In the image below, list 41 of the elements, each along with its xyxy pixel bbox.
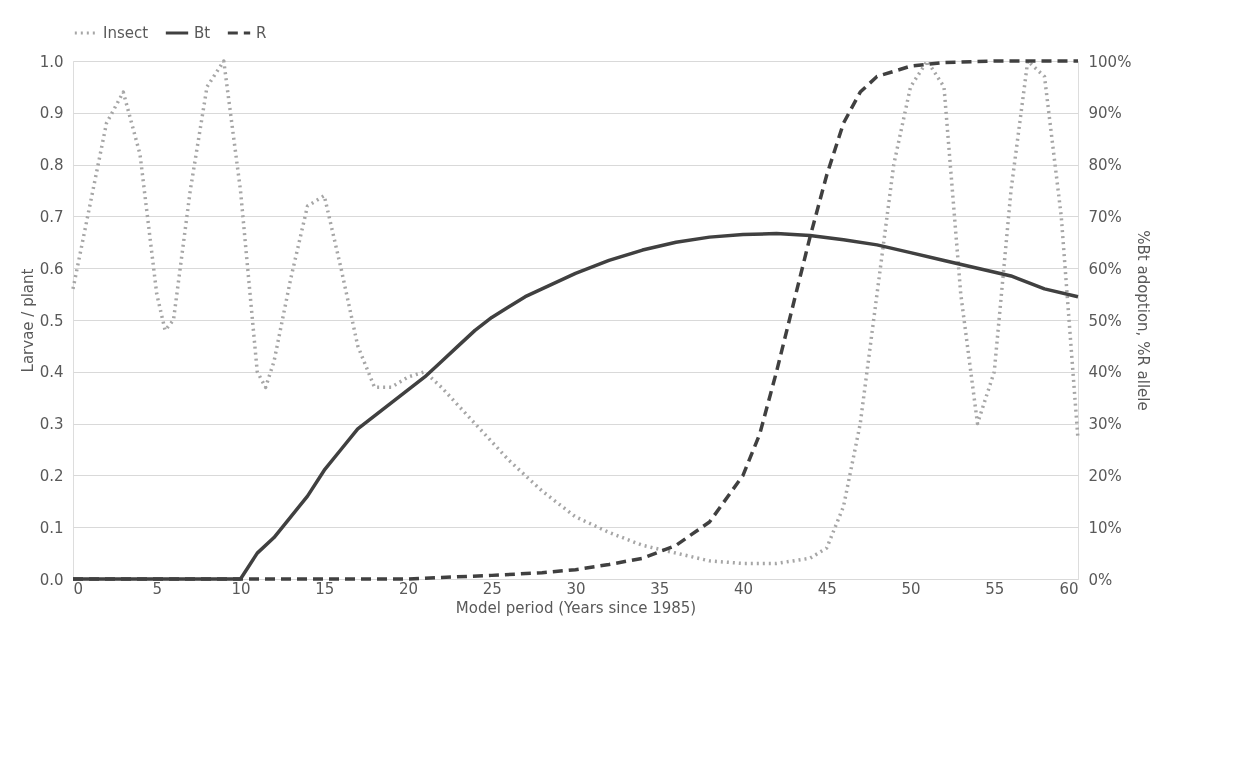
- y2-tick-label: 60%: [1088, 259, 1122, 278]
- y-tick-label: 0.9: [39, 104, 64, 123]
- x-tick-label: 35: [650, 579, 670, 598]
- y-tick-label: 0.3: [39, 415, 64, 434]
- y2-tick-label: 20%: [1088, 466, 1122, 485]
- y-tick-label: 1.0: [39, 52, 64, 71]
- x-tick-label: 60: [1059, 579, 1079, 598]
- y2-axis-title: %Bt adoption, %R allele: [1134, 230, 1153, 411]
- x-tick-label: 30: [566, 579, 586, 598]
- y-axis-title: Larvae / plant: [18, 268, 37, 373]
- x-tick-label: 50: [901, 579, 921, 598]
- y2-tick-label: 30%: [1088, 415, 1122, 434]
- legend-label: Insect: [103, 24, 149, 42]
- x-tick-label: 10: [231, 579, 251, 598]
- y2-tick-label: 10%: [1088, 518, 1122, 537]
- y-tick-label: 0.6: [39, 259, 64, 278]
- y2-tick-label: 0%: [1088, 570, 1113, 589]
- y2-tick-label: 100%: [1088, 52, 1132, 71]
- x-axis-title: Model period (Years since 1985): [455, 598, 697, 617]
- legend-label: R: [256, 24, 267, 42]
- y2-tick-label: 50%: [1088, 311, 1122, 330]
- x-tick-label: 0: [73, 579, 84, 598]
- y-tick-label: 0.2: [39, 466, 64, 485]
- y2-tick-label: 70%: [1088, 207, 1122, 226]
- x-tick-label: 20: [398, 579, 419, 598]
- y2-tick-label: 40%: [1088, 363, 1122, 382]
- y-tick-label: 0.1: [39, 518, 64, 537]
- x-tick-label: 45: [817, 579, 837, 598]
- y-tick-label: 0.0: [39, 570, 64, 589]
- x-tick-label: 55: [985, 579, 1005, 598]
- x-tick-label: 15: [315, 579, 335, 598]
- x-tick-label: 40: [733, 579, 754, 598]
- y2-tick-label: 90%: [1088, 104, 1122, 123]
- x-tick-label: 25: [482, 579, 502, 598]
- y-tick-label: 0.4: [39, 363, 64, 382]
- y-tick-label: 0.7: [39, 207, 64, 226]
- y-tick-label: 0.8: [39, 156, 64, 175]
- y-tick-label: 0.5: [39, 311, 64, 330]
- x-tick-label: 5: [152, 579, 163, 598]
- y2-tick-label: 80%: [1088, 156, 1122, 175]
- legend-label: Bt: [194, 24, 211, 42]
